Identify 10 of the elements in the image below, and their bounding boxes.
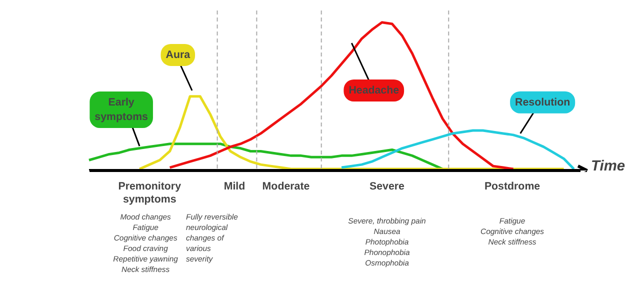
text: Resolution (515, 96, 570, 108)
text: Mild (224, 180, 246, 192)
text: Premonitory symptoms (118, 180, 182, 206)
series-label: Headache (348, 84, 400, 96)
text: Aura (166, 48, 190, 61)
text: Early symptoms (94, 96, 148, 123)
text: Severe (370, 180, 405, 192)
text: Moderate (262, 180, 310, 192)
text: Postdrome (484, 180, 540, 192)
x-axis-title: Time (591, 158, 626, 174)
